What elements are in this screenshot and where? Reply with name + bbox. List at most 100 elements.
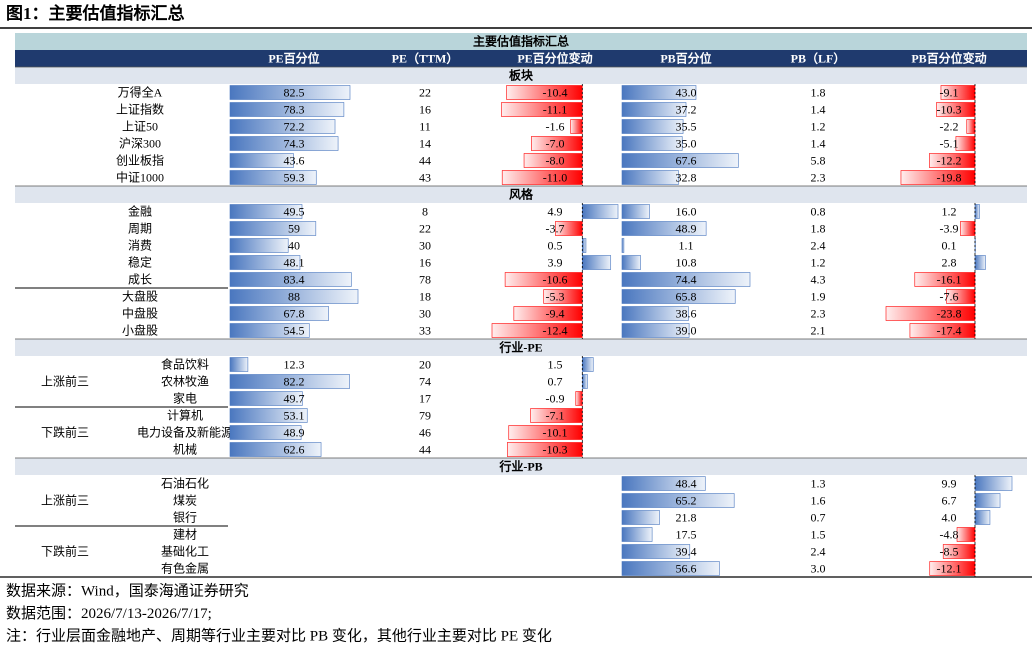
table-caption: 主要估值指标汇总 xyxy=(473,33,569,48)
cell-value: 35.0 xyxy=(676,136,697,150)
cell-value: 74 xyxy=(419,374,431,388)
cell-value: 74.4 xyxy=(676,272,697,286)
cell-value: 1.1 xyxy=(679,238,694,252)
cell-value: 22 xyxy=(419,85,431,99)
cell-value: -8.5 xyxy=(940,544,959,558)
data-bar xyxy=(622,120,683,134)
row-label: 创业板指 xyxy=(116,152,164,167)
column-header: PB（LF） xyxy=(791,50,846,65)
cell-value: 4.0 xyxy=(942,510,957,524)
cell-value: 72.2 xyxy=(284,119,305,133)
data-bar-positive xyxy=(975,511,990,525)
cell-value: 48.1 xyxy=(284,255,305,269)
cell-value: 0.7 xyxy=(811,510,826,524)
cell-value: -10.3 xyxy=(937,102,962,116)
cell-value: -11.0 xyxy=(543,170,568,184)
data-bar xyxy=(622,137,682,151)
cell-value: 21.8 xyxy=(676,510,697,524)
data-bar-negative xyxy=(571,120,583,134)
data-bar-positive xyxy=(975,477,1012,491)
cell-value: -12.2 xyxy=(937,153,962,167)
cell-value: 67.6 xyxy=(676,153,697,167)
data-bar xyxy=(622,256,641,270)
cell-value: 43 xyxy=(419,170,431,184)
data-bar xyxy=(230,443,321,457)
cell-value: -0.9 xyxy=(546,391,565,405)
cell-value: 65.8 xyxy=(676,289,697,303)
cell-value: -7.1 xyxy=(546,408,565,422)
cell-value: 9.9 xyxy=(942,476,957,490)
footnote: 数据来源：Wind，国泰海通证券研究 xyxy=(6,582,249,599)
cell-value: 32.8 xyxy=(676,170,697,184)
data-bar-negative xyxy=(960,222,975,236)
cell-value: 67.8 xyxy=(284,306,305,320)
column-header: PB百分位变动 xyxy=(911,50,986,65)
cell-value: 3.9 xyxy=(548,255,563,269)
cell-value: 2.1 xyxy=(811,323,826,337)
cell-value: 49.5 xyxy=(284,204,305,218)
data-bar xyxy=(622,562,719,576)
data-bar-negative xyxy=(576,392,583,406)
row-label: 石油石化 xyxy=(161,476,209,490)
cell-value: -8.0 xyxy=(546,153,565,167)
row-label: 家电 xyxy=(173,390,197,405)
cell-value: 17.5 xyxy=(676,527,697,541)
cell-value: 2.3 xyxy=(811,170,826,184)
cell-value: 74.3 xyxy=(284,136,305,150)
data-bar-negative xyxy=(492,324,582,338)
cell-value: 39.0 xyxy=(676,323,697,337)
cell-value: 53.1 xyxy=(284,408,305,422)
cell-value: 18 xyxy=(419,289,431,303)
data-bar-positive xyxy=(582,358,593,372)
group-label: 下跌前三 xyxy=(41,543,89,558)
cell-value: 12.3 xyxy=(284,357,305,371)
data-bar xyxy=(230,239,288,253)
section-title: 行业-PB xyxy=(498,458,542,473)
cell-value: 79 xyxy=(419,408,431,422)
cell-value: 38.6 xyxy=(676,306,697,320)
cell-value: 39.4 xyxy=(676,544,697,558)
column-header: PE百分位变动 xyxy=(517,50,592,65)
cell-value: 33 xyxy=(419,323,431,337)
cell-value: 49.7 xyxy=(284,391,305,405)
cell-value: 8 xyxy=(422,204,428,218)
cell-value: 82.2 xyxy=(284,374,305,388)
data-bar xyxy=(622,205,650,219)
cell-value: -5.3 xyxy=(546,289,565,303)
cell-value: 2.8 xyxy=(942,255,957,269)
data-bar xyxy=(622,171,678,185)
cell-value: 1.2 xyxy=(942,204,957,218)
data-bar-negative xyxy=(967,120,975,134)
cell-value: -19.8 xyxy=(937,170,962,184)
cell-value: -1.6 xyxy=(546,119,565,133)
cell-value: 6.7 xyxy=(942,493,957,507)
data-bar xyxy=(230,222,316,236)
cell-value: -10.4 xyxy=(543,85,568,99)
row-label: 万得全A xyxy=(118,84,163,99)
section-title: 行业-PE xyxy=(498,339,542,354)
cell-value: 1.2 xyxy=(811,255,826,269)
row-label: 周期 xyxy=(128,221,152,235)
cell-value: 62.6 xyxy=(284,442,305,456)
row-label: 中盘股 xyxy=(122,305,158,320)
cell-value: -7.6 xyxy=(940,289,959,303)
cell-value: 1.3 xyxy=(811,476,826,490)
cell-value: 43.0 xyxy=(676,85,697,99)
data-bar-positive xyxy=(582,256,610,270)
cell-value: -10.3 xyxy=(543,442,568,456)
row-label: 计算机 xyxy=(167,407,203,422)
row-label: 电力设备及新能源 xyxy=(137,424,233,439)
cell-value: -11.1 xyxy=(543,102,568,116)
cell-value: 0.5 xyxy=(548,238,563,252)
cell-value: 30 xyxy=(419,306,431,320)
row-label: 金融 xyxy=(128,203,152,218)
cell-value: 17 xyxy=(419,391,431,405)
cell-value: 44 xyxy=(419,153,431,167)
cell-value: -7.0 xyxy=(546,136,565,150)
cell-value: 48.9 xyxy=(676,221,697,235)
cell-value: -9.1 xyxy=(940,85,959,99)
cell-value: 1.4 xyxy=(811,102,826,116)
column-header: PE百分位 xyxy=(268,50,319,65)
